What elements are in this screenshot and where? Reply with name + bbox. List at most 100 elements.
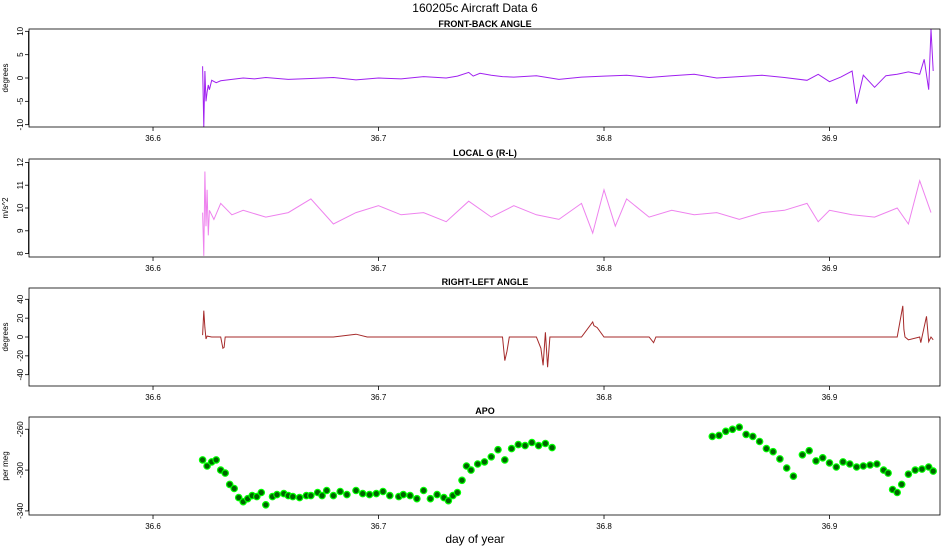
data-point [798, 450, 807, 459]
data-point [521, 441, 529, 450]
data-point [735, 423, 744, 432]
y-tick-label: 20 [16, 313, 25, 322]
data-point [352, 486, 360, 495]
y-tick-label: -5 [16, 97, 25, 105]
data-point [288, 492, 297, 501]
y-tick-label: 0 [16, 75, 25, 80]
data-point [203, 462, 211, 470]
data-point [473, 460, 482, 468]
x-tick-label: 36.6 [145, 522, 161, 531]
data-point [433, 490, 441, 499]
data-point [728, 425, 737, 434]
data-point [273, 490, 281, 499]
x-tick-label: 36.7 [371, 522, 387, 531]
data-point [399, 490, 408, 499]
data-point [897, 480, 906, 489]
data-point [541, 439, 550, 448]
y-axis-label: m/s^2 [1, 197, 10, 219]
x-tick-label: 36.8 [596, 393, 612, 402]
data-point [295, 493, 304, 502]
data-point [225, 480, 234, 489]
data-point [329, 491, 338, 500]
data-point [462, 462, 471, 470]
data-point [419, 486, 428, 495]
plot-area [202, 28, 934, 128]
y-tick-label: -340 [16, 502, 25, 519]
x-tick-label: 36.8 [596, 522, 612, 531]
y-tick-label: 11 [16, 181, 25, 190]
data-point [918, 465, 926, 473]
data-point [534, 441, 543, 450]
data-point [444, 496, 453, 505]
x-tick-label: 36.7 [371, 134, 387, 143]
panel-right-left-angle: RIGHT-LEFT ANGLE degrees -40 -20 0 20 40 36.… [1, 277, 941, 402]
data-point [528, 438, 536, 447]
x-tick-label: 36.6 [145, 264, 161, 273]
data-point [234, 493, 243, 502]
chart-main-title: 160205c Aircraft Data 6 [412, 1, 538, 15]
y-tick-label: 10 [16, 203, 25, 212]
series-line [202, 171, 932, 256]
series-line [202, 28, 934, 128]
y-tick-label: 5 [16, 52, 25, 57]
data-point [866, 461, 874, 469]
data-point [715, 431, 723, 440]
data-point [487, 452, 496, 461]
data-point [776, 455, 784, 463]
data-point [458, 476, 466, 485]
data-point [322, 486, 331, 495]
plot-frame [28, 158, 941, 258]
data-point [318, 491, 326, 500]
y-tick-label: -300 [16, 462, 25, 479]
x-axis: 36.6 36.7 36.8 36.9 [145, 386, 838, 402]
x-axis: 36.6 36.7 36.8 36.9 [145, 127, 838, 143]
data-point [514, 440, 523, 449]
y-axis-label: degrees [1, 64, 10, 93]
y-tick-label: -20 [16, 350, 25, 362]
x-tick-label: 36.9 [822, 522, 838, 531]
data-point [893, 488, 902, 497]
y-tick-label: 8 [16, 251, 25, 256]
y-axis: 8 9 10 11 12 [16, 157, 29, 256]
plot-area [198, 423, 938, 509]
y-tick-label: -10 [16, 118, 25, 130]
y-tick-label: 40 [16, 294, 25, 303]
panel-title: RIGHT-LEFT ANGLE [442, 277, 529, 287]
panel-title: FRONT-BACK ANGLE [438, 19, 531, 29]
data-point [825, 459, 834, 467]
x-tick-label: 36.8 [596, 134, 612, 143]
panel-apo: APO per meg -340-300-260 36.6 36.7 36.8 36.… [1, 406, 941, 531]
data-point [406, 491, 414, 500]
data-point [782, 464, 791, 472]
y-tick-label: 9 [16, 228, 25, 233]
data-point [929, 467, 938, 475]
data-point [426, 494, 435, 503]
panel-title: APO [475, 406, 495, 416]
data-point [845, 460, 854, 468]
panel-title: LOCAL G (R-L) [453, 148, 517, 158]
data-point [818, 453, 827, 462]
y-axis-label: per meg [1, 451, 10, 480]
plot-frame [28, 28, 941, 128]
data-point [904, 470, 913, 479]
data-point [755, 437, 764, 446]
data-point [708, 432, 717, 441]
data-point [252, 492, 261, 501]
data-point [480, 458, 489, 466]
x-axis-label: day of year [445, 532, 504, 546]
data-point [365, 490, 374, 499]
data-point [507, 444, 516, 453]
x-axis: 36.6 36.7 36.8 36.9 [145, 515, 838, 531]
data-point [748, 432, 757, 441]
y-axis: -10 -5 0 5 10 [16, 26, 29, 130]
y-tick-label: 0 [16, 334, 25, 339]
data-point [884, 469, 892, 477]
data-point [548, 443, 556, 452]
x-tick-label: 36.9 [822, 134, 838, 143]
data-point [762, 444, 771, 453]
series-line [202, 305, 934, 368]
data-point [413, 494, 421, 503]
data-point [832, 463, 841, 471]
